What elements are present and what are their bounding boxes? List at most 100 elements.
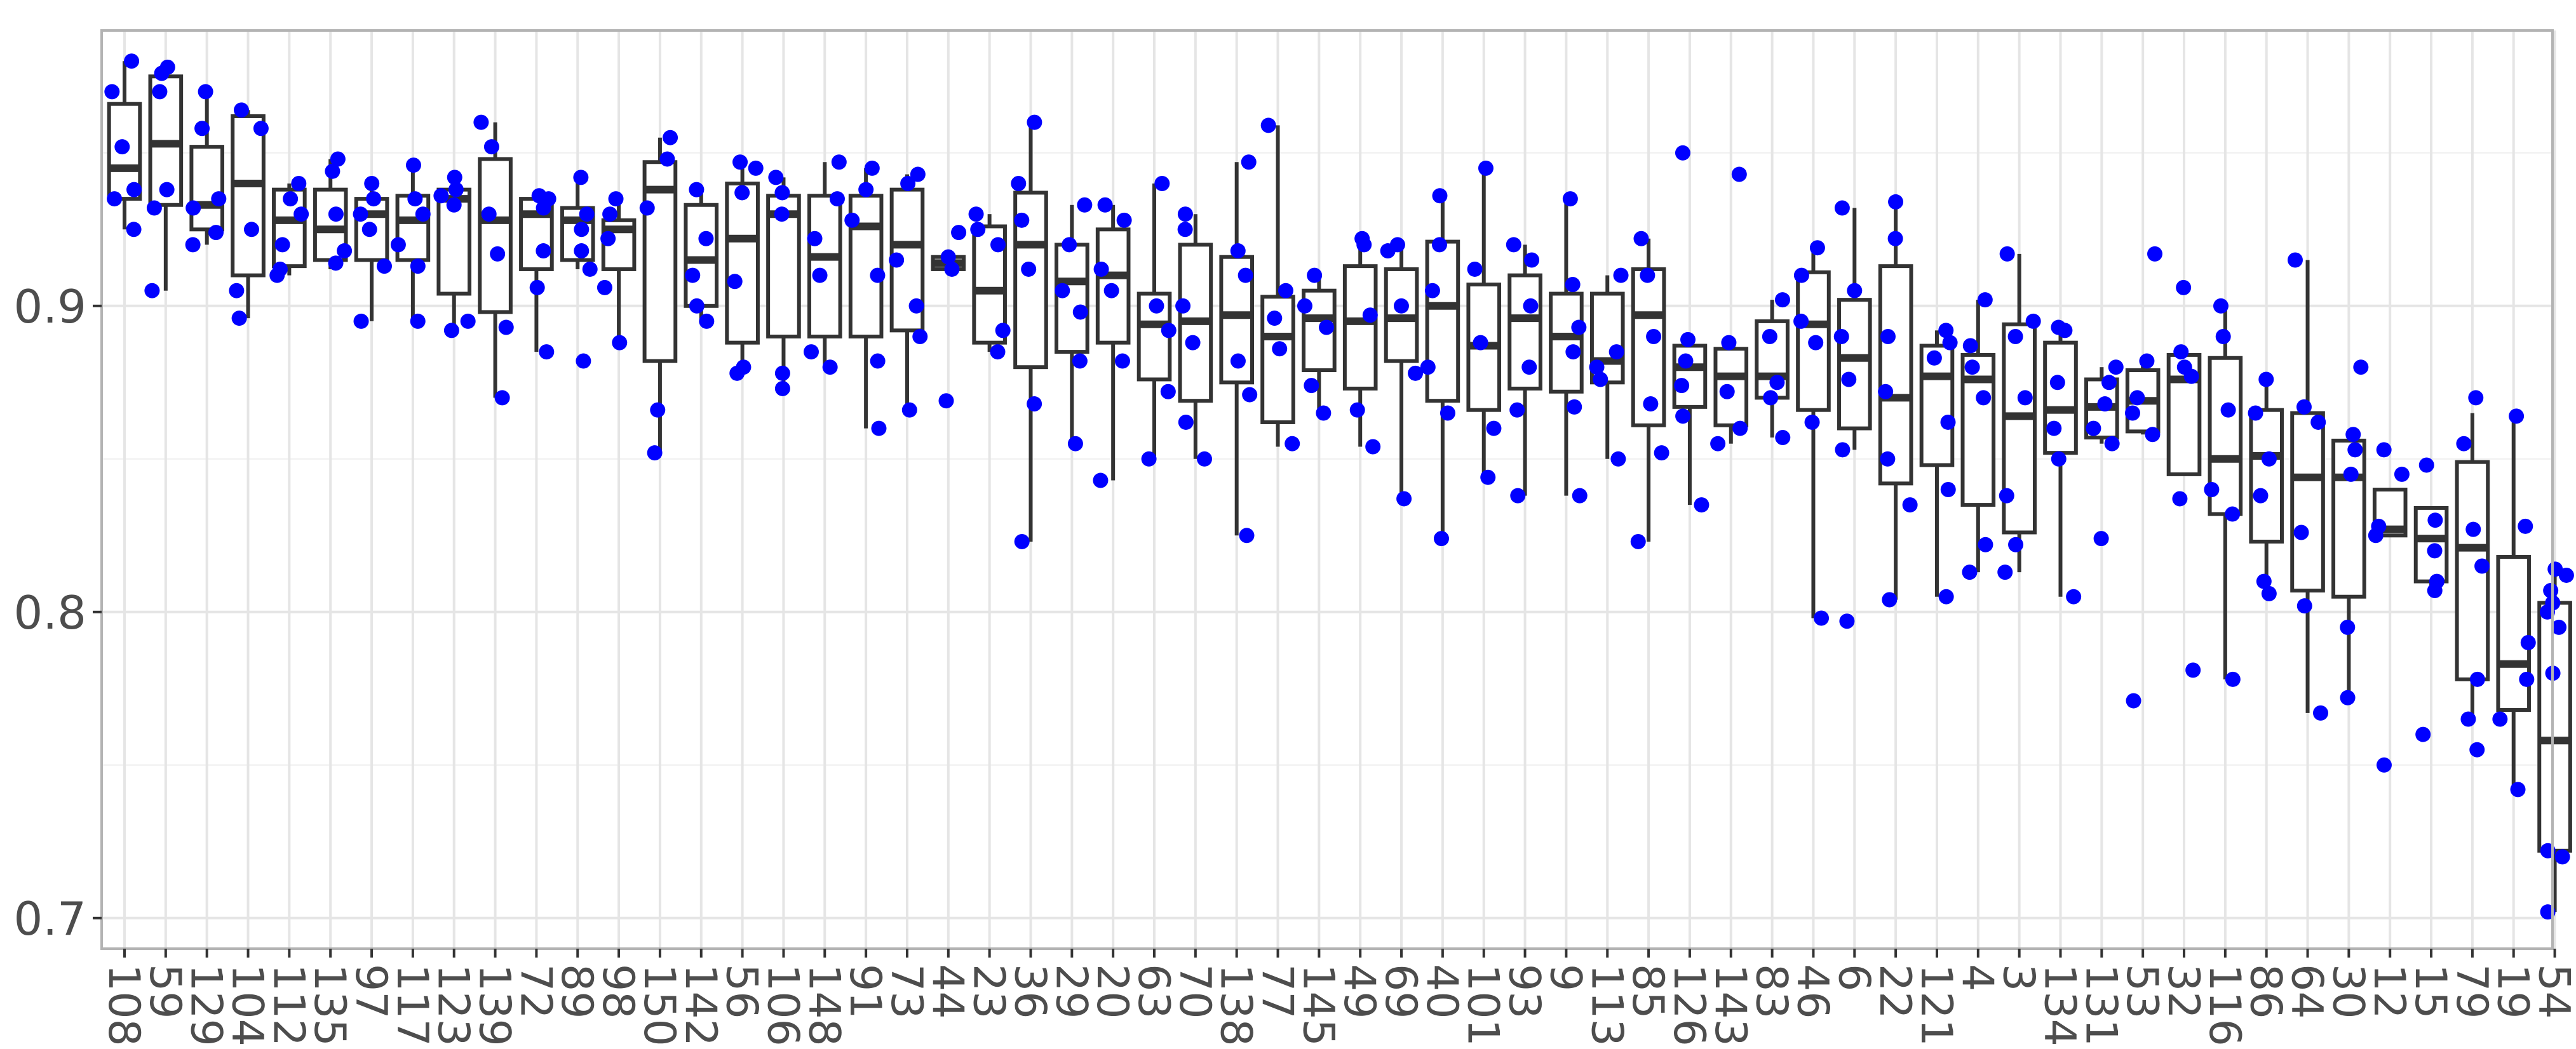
data-point	[1177, 206, 1193, 222]
data-point	[1940, 414, 1956, 430]
data-point	[1278, 283, 1293, 298]
data-point	[536, 200, 551, 216]
data-point	[2543, 583, 2559, 599]
x-tick-label: 91	[840, 964, 890, 1019]
data-point	[2427, 512, 2443, 528]
x-tick-label: 112	[263, 964, 313, 1046]
x-tick-label: 108	[98, 964, 149, 1046]
data-point	[146, 200, 162, 216]
x-tick-label: 113	[1581, 964, 1631, 1046]
box-iqr	[189, 145, 224, 232]
data-point	[1938, 323, 1954, 338]
data-point	[940, 249, 956, 265]
data-point	[951, 225, 967, 241]
data-point	[1154, 176, 1170, 191]
data-point	[1775, 430, 1791, 446]
x-tick-label: 89	[551, 964, 602, 1019]
data-point	[2108, 359, 2124, 375]
data-point	[774, 380, 790, 396]
x-tick-label: 70	[1170, 964, 1220, 1019]
data-point	[1178, 414, 1194, 430]
data-point	[2220, 402, 2236, 418]
data-point	[2353, 359, 2369, 375]
data-point	[864, 160, 880, 176]
data-point	[1319, 319, 1335, 335]
x-tick-label: 3	[1993, 964, 2044, 991]
data-point	[2418, 457, 2434, 473]
data-point	[1506, 237, 1521, 253]
data-point	[211, 191, 227, 207]
data-point	[1077, 197, 1093, 213]
box-iqr	[1425, 239, 1460, 403]
data-point	[2008, 537, 2024, 552]
data-point	[1014, 212, 1030, 228]
data-point	[729, 365, 745, 381]
data-point	[410, 258, 426, 274]
data-point	[1177, 222, 1193, 237]
data-point	[1793, 267, 1809, 283]
data-point	[1420, 359, 1436, 375]
data-point	[2310, 414, 2326, 430]
data-point	[639, 200, 655, 216]
data-point	[291, 176, 307, 191]
x-tick-label: 79	[2446, 964, 2497, 1019]
data-point	[647, 445, 663, 461]
data-point	[1731, 166, 1747, 182]
data-point	[2086, 420, 2101, 436]
x-tick-label: 9	[1540, 964, 1590, 991]
data-point	[901, 402, 917, 418]
data-point	[2253, 488, 2269, 504]
data-point	[364, 176, 380, 191]
data-point	[1809, 240, 1825, 256]
x-tick-label: 29	[1046, 964, 1096, 1019]
box-iqr	[642, 160, 678, 363]
y-tick-label: 0.8	[13, 586, 86, 639]
data-point	[663, 130, 678, 145]
box-iqr	[2331, 438, 2366, 599]
data-point	[2225, 506, 2241, 522]
data-point	[1523, 298, 1539, 314]
data-point	[574, 222, 590, 237]
data-point	[1478, 160, 1494, 176]
data-point	[198, 84, 213, 100]
data-point	[448, 182, 464, 197]
x-tick-label: 20	[1087, 964, 1137, 1019]
data-point	[1847, 283, 1863, 298]
data-point	[1072, 304, 1088, 320]
x-tick-label: 53	[2117, 964, 2167, 1019]
data-point	[1014, 533, 1030, 549]
x-tick-label: 142	[675, 964, 725, 1046]
data-point	[2261, 451, 2277, 467]
data-point	[1793, 313, 1809, 329]
data-point	[597, 279, 612, 295]
box-iqr	[684, 203, 719, 308]
data-point	[1589, 359, 1605, 375]
data-point	[1237, 267, 1253, 283]
data-point	[1521, 359, 1537, 375]
x-tick-label: 23	[964, 964, 1014, 1019]
y-tick-label: 0.9	[13, 280, 86, 333]
data-point	[1999, 488, 2014, 504]
data-point	[1680, 331, 1696, 347]
data-point	[650, 402, 666, 418]
data-point	[1062, 237, 1077, 253]
data-point	[1393, 298, 1409, 314]
data-point	[2376, 757, 2392, 773]
data-point	[1116, 212, 1132, 228]
data-point	[1160, 384, 1176, 399]
data-point	[376, 258, 392, 274]
data-point	[337, 243, 353, 259]
data-point	[231, 311, 247, 326]
data-point	[2139, 353, 2155, 369]
data-point	[574, 243, 590, 259]
box-iqr	[1837, 298, 1872, 431]
data-point	[361, 222, 377, 237]
data-point	[1814, 610, 1830, 626]
data-point	[1926, 350, 1942, 366]
data-point	[2340, 690, 2356, 705]
x-tick-label: 54	[2529, 964, 2576, 1019]
data-point	[2368, 528, 2384, 544]
data-point	[1678, 353, 1694, 369]
x-tick-label: 69	[1375, 964, 1426, 1019]
data-point	[2172, 491, 2188, 507]
